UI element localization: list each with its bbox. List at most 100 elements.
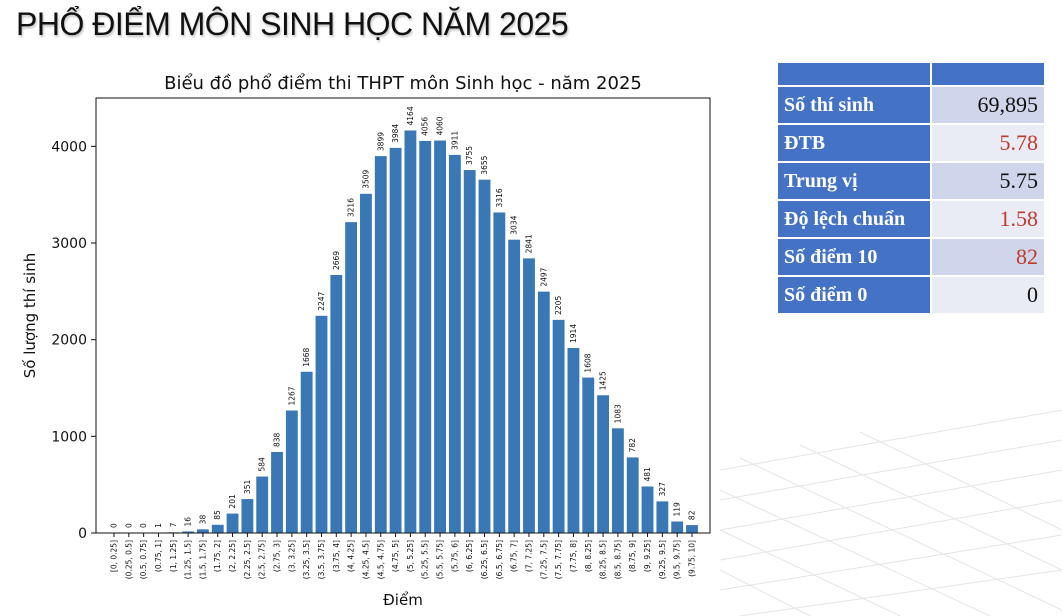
bar: [256, 476, 269, 533]
x-tick-label: (9.5, 9.75]: [673, 540, 682, 579]
stats-header-cell: [776, 61, 932, 87]
x-tick-label: (8.25, 8.5]: [599, 540, 608, 579]
bar: [211, 524, 224, 533]
bar-value-label: 119: [673, 502, 682, 517]
bar: [360, 193, 372, 533]
x-tick-label: (6.75, 7]: [510, 540, 519, 572]
bar-value-label: 2205: [554, 296, 563, 315]
stat-label: Số thí sinh: [776, 85, 932, 125]
x-tick-label: (9.25, 9.5]: [658, 540, 667, 579]
y-tick-label: 3000: [51, 236, 87, 252]
bar-value-label: 3984: [391, 124, 400, 143]
x-tick-label: (6.25, 6.5]: [480, 540, 489, 579]
x-tick-label: (5.75, 6]: [450, 540, 459, 572]
bar: [182, 531, 195, 533]
bar-value-label: 3316: [495, 188, 504, 207]
stat-value: 5.78: [930, 123, 1046, 163]
stats-header-cell: [930, 61, 1046, 87]
bar-value-label: 4060: [436, 116, 445, 135]
bar: [389, 147, 402, 533]
plot-frame: [95, 97, 711, 534]
bar-value-label: 201: [228, 494, 237, 509]
bar-value-label: 4164: [406, 106, 415, 125]
stat-label: Số điểm 10: [776, 237, 932, 277]
bar: [626, 457, 639, 533]
x-tick-label: (4.5, 4.75]: [376, 540, 385, 579]
bar: [374, 156, 387, 533]
bar-value-label: 3755: [465, 146, 474, 165]
x-tick-label: [0, 0.25]: [110, 540, 119, 572]
bar-value-label: 16: [184, 517, 193, 527]
x-tick-label: (5.25, 5.5]: [421, 540, 430, 579]
y-tick-label: 4000: [51, 139, 87, 155]
bar-value-label: 38: [198, 515, 207, 525]
stats-row-trung-vi: Trung vị 5.75: [776, 161, 1046, 201]
x-tick-label: (6.5, 6.75]: [495, 540, 504, 579]
stat-label: Số điểm 0: [776, 275, 932, 315]
bar-value-label: 838: [273, 432, 282, 447]
bar: [478, 179, 491, 533]
bar: [404, 130, 417, 533]
x-tick-label: (0.5, 0.75]: [139, 540, 148, 579]
x-tick-label: (0.25, 0.5]: [124, 540, 133, 579]
stats-row-dtb: ĐTB 5.78: [776, 123, 1046, 163]
page-title: PHỔ ĐIỂM MÔN SINH HỌC NĂM 2025: [16, 6, 569, 42]
bar: [434, 140, 446, 533]
bar-value-label: 584: [258, 457, 267, 472]
chart-title: Biểu đồ phổ điểm thi THPT môn Sinh học -…: [164, 73, 642, 94]
x-tick-label: (0.75, 1]: [154, 540, 163, 572]
bar-value-label: 1608: [584, 353, 593, 372]
bar: [671, 521, 684, 533]
bar: [463, 170, 476, 533]
bar: [345, 222, 358, 533]
bar: [315, 315, 328, 533]
bar-value-label: 85: [213, 510, 222, 520]
bar: [419, 140, 432, 534]
x-tick-label: (4.25, 4.5]: [361, 540, 370, 579]
bar-chart: Biểu đồ phổ điểm thi THPT môn Sinh học -…: [21, 73, 711, 609]
stat-value: 0: [930, 275, 1046, 315]
bar: [448, 154, 461, 533]
x-tick-label: (8.5, 8.75]: [613, 540, 622, 579]
x-tick-label: (8.75, 9]: [628, 540, 637, 572]
bar: [552, 319, 565, 533]
y-axis-label: Số lượng thí sinh: [21, 253, 39, 378]
stat-value: 82: [930, 237, 1046, 277]
bar: [597, 395, 610, 533]
stat-label: ĐTB: [776, 123, 932, 163]
bar-value-label: 3509: [361, 169, 370, 188]
x-tick-label: (2.25, 2.5]: [243, 540, 252, 579]
bar-value-label: 351: [243, 480, 252, 495]
bar-value-label: 3655: [480, 155, 489, 174]
stats-header-row: [776, 61, 1046, 87]
x-tick-label: (7.5, 7.75]: [554, 540, 563, 579]
x-tick-label: (3.25, 3.5]: [302, 540, 311, 579]
chart-panel: Biểu đồ phổ điểm thi THPT môn Sinh học -…: [10, 62, 720, 616]
x-axis-label: Điểm: [383, 591, 423, 609]
bar: [241, 499, 254, 533]
y-tick-label: 1000: [51, 429, 87, 445]
stats-table: Số thí sinh 69,895 ĐTB 5.78 Trung vị 5.7…: [776, 61, 1046, 315]
y-tick-label: 0: [78, 526, 87, 542]
bar-value-label: 782: [628, 438, 637, 453]
bar: [330, 274, 343, 533]
bar-value-label: 481: [643, 467, 652, 482]
x-tick-label: (3.5, 3.75]: [317, 540, 326, 579]
bar-value-label: 1914: [569, 324, 578, 343]
x-tick-label: (7.25, 7.5]: [539, 540, 548, 579]
bar-value-label: 2841: [524, 234, 533, 253]
stats-row-so-diem-0: Số điểm 0 0: [776, 275, 1046, 315]
bar-value-label: 3034: [510, 215, 519, 234]
bar: [300, 371, 313, 533]
stats-row-so-thi-sinh: Số thí sinh 69,895: [776, 85, 1046, 125]
bar-value-label: 1668: [302, 347, 311, 366]
x-tick-label: (1.25, 1.5]: [184, 540, 193, 579]
bar-value-label: 2497: [539, 267, 548, 286]
bar: [271, 451, 283, 533]
bar: [641, 486, 654, 533]
y-tick-label: 2000: [51, 333, 87, 349]
x-tick-label: (2.5, 2.75]: [258, 540, 267, 579]
bar: [196, 529, 209, 533]
bar-value-label: 1267: [287, 386, 296, 405]
